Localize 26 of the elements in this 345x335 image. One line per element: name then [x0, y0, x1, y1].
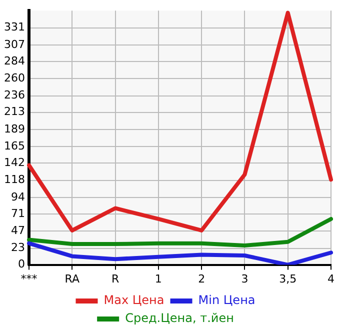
x-tick-label: 3 — [241, 272, 248, 286]
x-tick-label: 4 — [328, 272, 334, 286]
y-tick-label: 0 — [18, 258, 25, 271]
x-tick-label: 2 — [198, 272, 206, 286]
y-tick-label: 236 — [4, 88, 25, 102]
y-tick-label: 142 — [4, 156, 25, 169]
y-tick-label: 23 — [10, 241, 25, 254]
x-tick-label: R — [111, 272, 120, 286]
y-tick-label: 331 — [4, 20, 25, 34]
y-tick-label: 307 — [4, 38, 25, 51]
y-tick-label: 118 — [4, 173, 25, 186]
y-tick-label: 189 — [4, 122, 25, 136]
y-tick-label: 165 — [4, 140, 25, 153]
legend-label: Min Цена — [198, 293, 256, 308]
y-tick-label: 47 — [10, 224, 25, 238]
x-tick-label: *** — [20, 272, 38, 286]
x-tick-label: 1 — [154, 272, 162, 286]
y-tick-label: 213 — [4, 105, 25, 118]
x-tick-label: 3,5 — [279, 272, 297, 286]
x-tick-label: RA — [64, 272, 80, 286]
legend-label: Max Цена — [104, 293, 164, 308]
y-tick-label: 94 — [10, 190, 25, 204]
y-tick-label: 284 — [4, 54, 25, 68]
y-tick-label: 260 — [4, 71, 25, 84]
legend-label: Сред.Цена, т.йен — [125, 311, 234, 326]
y-tick-label: 71 — [10, 206, 25, 220]
